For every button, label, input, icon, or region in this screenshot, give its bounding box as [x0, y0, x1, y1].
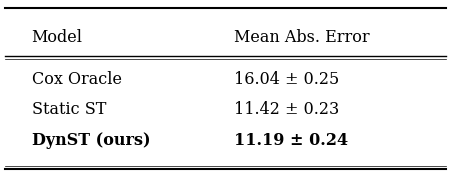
Text: Model: Model [32, 29, 82, 46]
Text: Mean Abs. Error: Mean Abs. Error [234, 29, 369, 46]
Text: DynST (ours): DynST (ours) [32, 132, 150, 149]
Text: 11.19 ± 0.24: 11.19 ± 0.24 [234, 132, 348, 149]
Text: Cox Oracle: Cox Oracle [32, 71, 122, 88]
Text: 11.42 ± 0.23: 11.42 ± 0.23 [234, 102, 339, 118]
Text: 16.04 ± 0.25: 16.04 ± 0.25 [234, 71, 339, 88]
Text: Static ST: Static ST [32, 102, 106, 118]
